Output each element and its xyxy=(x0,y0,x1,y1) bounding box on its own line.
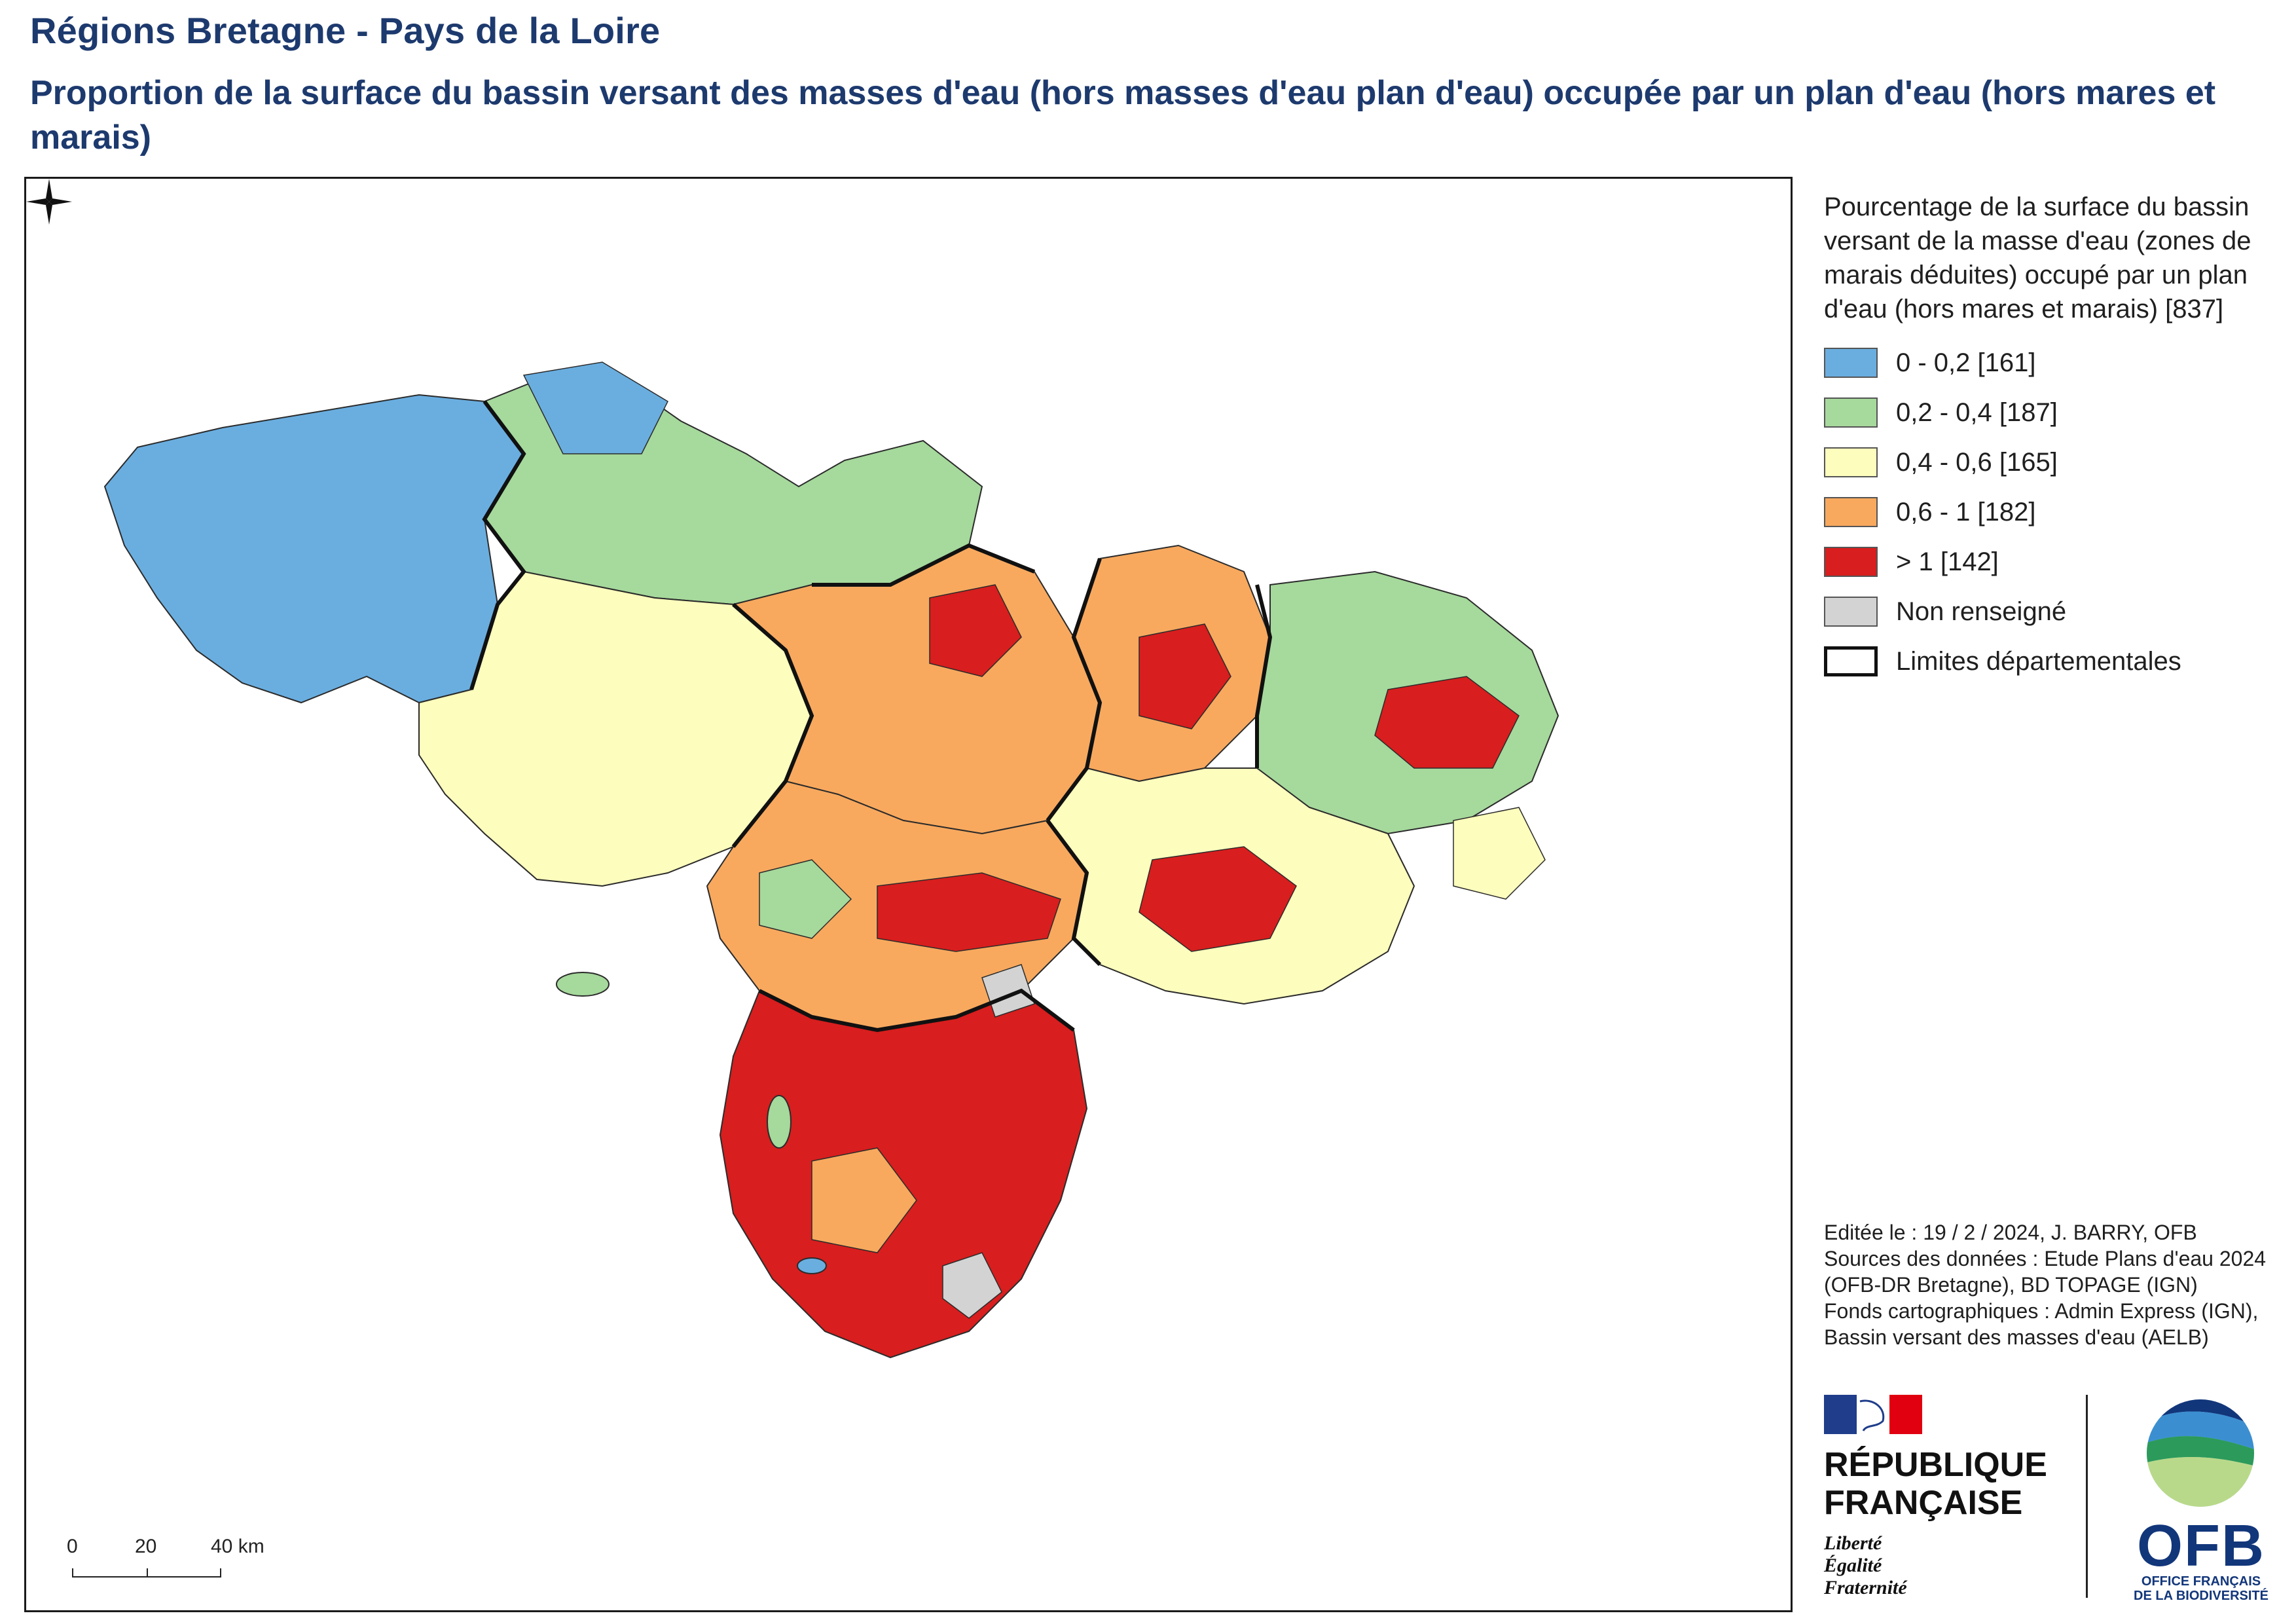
legend-item-5: Non renseigné xyxy=(1824,587,2282,637)
legend-label-4: > 1 [142] xyxy=(1896,547,1999,576)
legend-title: Pourcentage de la surface du bassin vers… xyxy=(1824,193,2251,323)
legend-label-0: 0 - 0,2 [161] xyxy=(1896,348,2036,377)
region-bretagne-finistere[interactable] xyxy=(103,394,525,704)
scale-label-20: 20 xyxy=(135,1536,157,1557)
credits-line-2: Fonds cartographiques : Admin Express (I… xyxy=(1824,1299,2259,1349)
cluster-orange-vendee xyxy=(811,1147,917,1253)
credits-line-1: Sources des données : Etude Plans d'eau … xyxy=(1824,1247,2267,1297)
legend-item-6: Limites départementales xyxy=(1824,637,2282,686)
legend-swatch-0 xyxy=(1824,348,1878,378)
scale-bar: 0 20 40 km xyxy=(48,1536,284,1588)
legend-label-1: 0,2 - 0,4 [187] xyxy=(1896,397,2058,427)
legend-label-5: Non renseigné xyxy=(1896,597,2067,626)
legend-swatch-2 xyxy=(1824,447,1878,477)
island-yeu xyxy=(797,1257,827,1274)
motto-line-1: Égalité xyxy=(1824,1555,1882,1576)
republique-motto: Liberté Égalité Fraternité xyxy=(1824,1532,1907,1599)
logo-divider xyxy=(2086,1395,2088,1598)
republique-francaise: RÉPUBLIQUE FRANÇAISE xyxy=(1824,1446,2047,1522)
logos: RÉPUBLIQUE FRANÇAISE Liberté Égalité Fra… xyxy=(1824,1395,2282,1604)
cluster-red-loire-estuary xyxy=(877,872,1061,952)
cluster-red-maine-loire xyxy=(1139,846,1297,952)
legend-swatch-3 xyxy=(1824,497,1878,527)
legend-swatch-5 xyxy=(1824,597,1878,627)
scale-mid-tick xyxy=(147,1568,148,1578)
cluster-red-mayenne xyxy=(1139,623,1231,729)
legend-item-3: 0,6 - 1 [182] xyxy=(1824,487,2282,537)
legend-label-2: 0,4 - 0,6 [165] xyxy=(1896,447,2058,477)
map-canvas[interactable] xyxy=(26,179,1791,1610)
island-belle-ile xyxy=(556,972,610,997)
legend-item-4: > 1 [142] xyxy=(1824,537,2282,587)
motto-line-2: Fraternité xyxy=(1824,1577,1907,1598)
credits: Editée le : 19 / 2 / 2024, J. BARRY, OFB… xyxy=(1824,1219,2282,1350)
ofb-logo xyxy=(2147,1399,2254,1507)
map-subtitle: Proportion de la surface du bassin versa… xyxy=(30,74,2216,157)
cluster-grey-vendee xyxy=(942,1252,1002,1319)
republique-line-1: FRANÇAISE xyxy=(1824,1484,2023,1522)
ofb-sub-line-0: OFFICE FRANÇAIS xyxy=(2141,1574,2261,1589)
credits-line-0: Editée le : 19 / 2 / 2024, J. BARRY, OFB xyxy=(1824,1221,2197,1244)
map-frame[interactable]: 0 20 40 km xyxy=(24,177,1793,1612)
island-noirmoutier xyxy=(767,1095,792,1149)
ofb-sub-line-1: DE LA BIODIVERSITÉ xyxy=(2134,1589,2269,1603)
legend-label-6: Limites départementales xyxy=(1896,646,2181,676)
ofb-sub: OFFICE FRANÇAIS DE LA BIODIVERSITÉ xyxy=(2123,1574,2280,1603)
legend-item-2: 0,4 - 0,6 [165] xyxy=(1824,437,2282,487)
cluster-blue-finistere-north xyxy=(522,361,668,454)
legend-swatch-1 xyxy=(1824,397,1878,428)
legend-swatch-6 xyxy=(1824,646,1878,676)
motto-line-0: Liberté xyxy=(1824,1532,1882,1554)
cluster-red-sarthe xyxy=(1374,676,1520,769)
legend-swatch-4 xyxy=(1824,547,1878,577)
region-pdl-vendee[interactable] xyxy=(719,989,1088,1359)
legend-items: 0 - 0,2 [161] 0,2 - 0,4 [187] 0,4 - 0,6 … xyxy=(1824,338,2282,686)
marianne-logo xyxy=(1824,1395,1922,1434)
legend-item-0: 0 - 0,2 [161] xyxy=(1824,338,2282,388)
department-boundaries xyxy=(469,400,1273,1033)
cluster-yellow-sarthe xyxy=(1453,807,1546,900)
ofb-name: OFB xyxy=(2137,1513,2265,1579)
cluster-red-ille xyxy=(929,584,1022,677)
legend: Pourcentage de la surface du bassin vers… xyxy=(1824,190,2282,686)
scale-label-0: 0 xyxy=(67,1536,78,1557)
map-title: Régions Bretagne - Pays de la Loire xyxy=(30,10,661,51)
legend-item-1: 0,2 - 0,4 [187] xyxy=(1824,388,2282,437)
scale-label-40: 40 km xyxy=(211,1536,264,1557)
north-arrow-icon xyxy=(26,179,72,225)
cluster-green-loire-atlantique xyxy=(759,859,852,939)
republique-line-0: RÉPUBLIQUE xyxy=(1824,1446,2047,1484)
legend-label-3: 0,6 - 1 [182] xyxy=(1896,497,2036,526)
